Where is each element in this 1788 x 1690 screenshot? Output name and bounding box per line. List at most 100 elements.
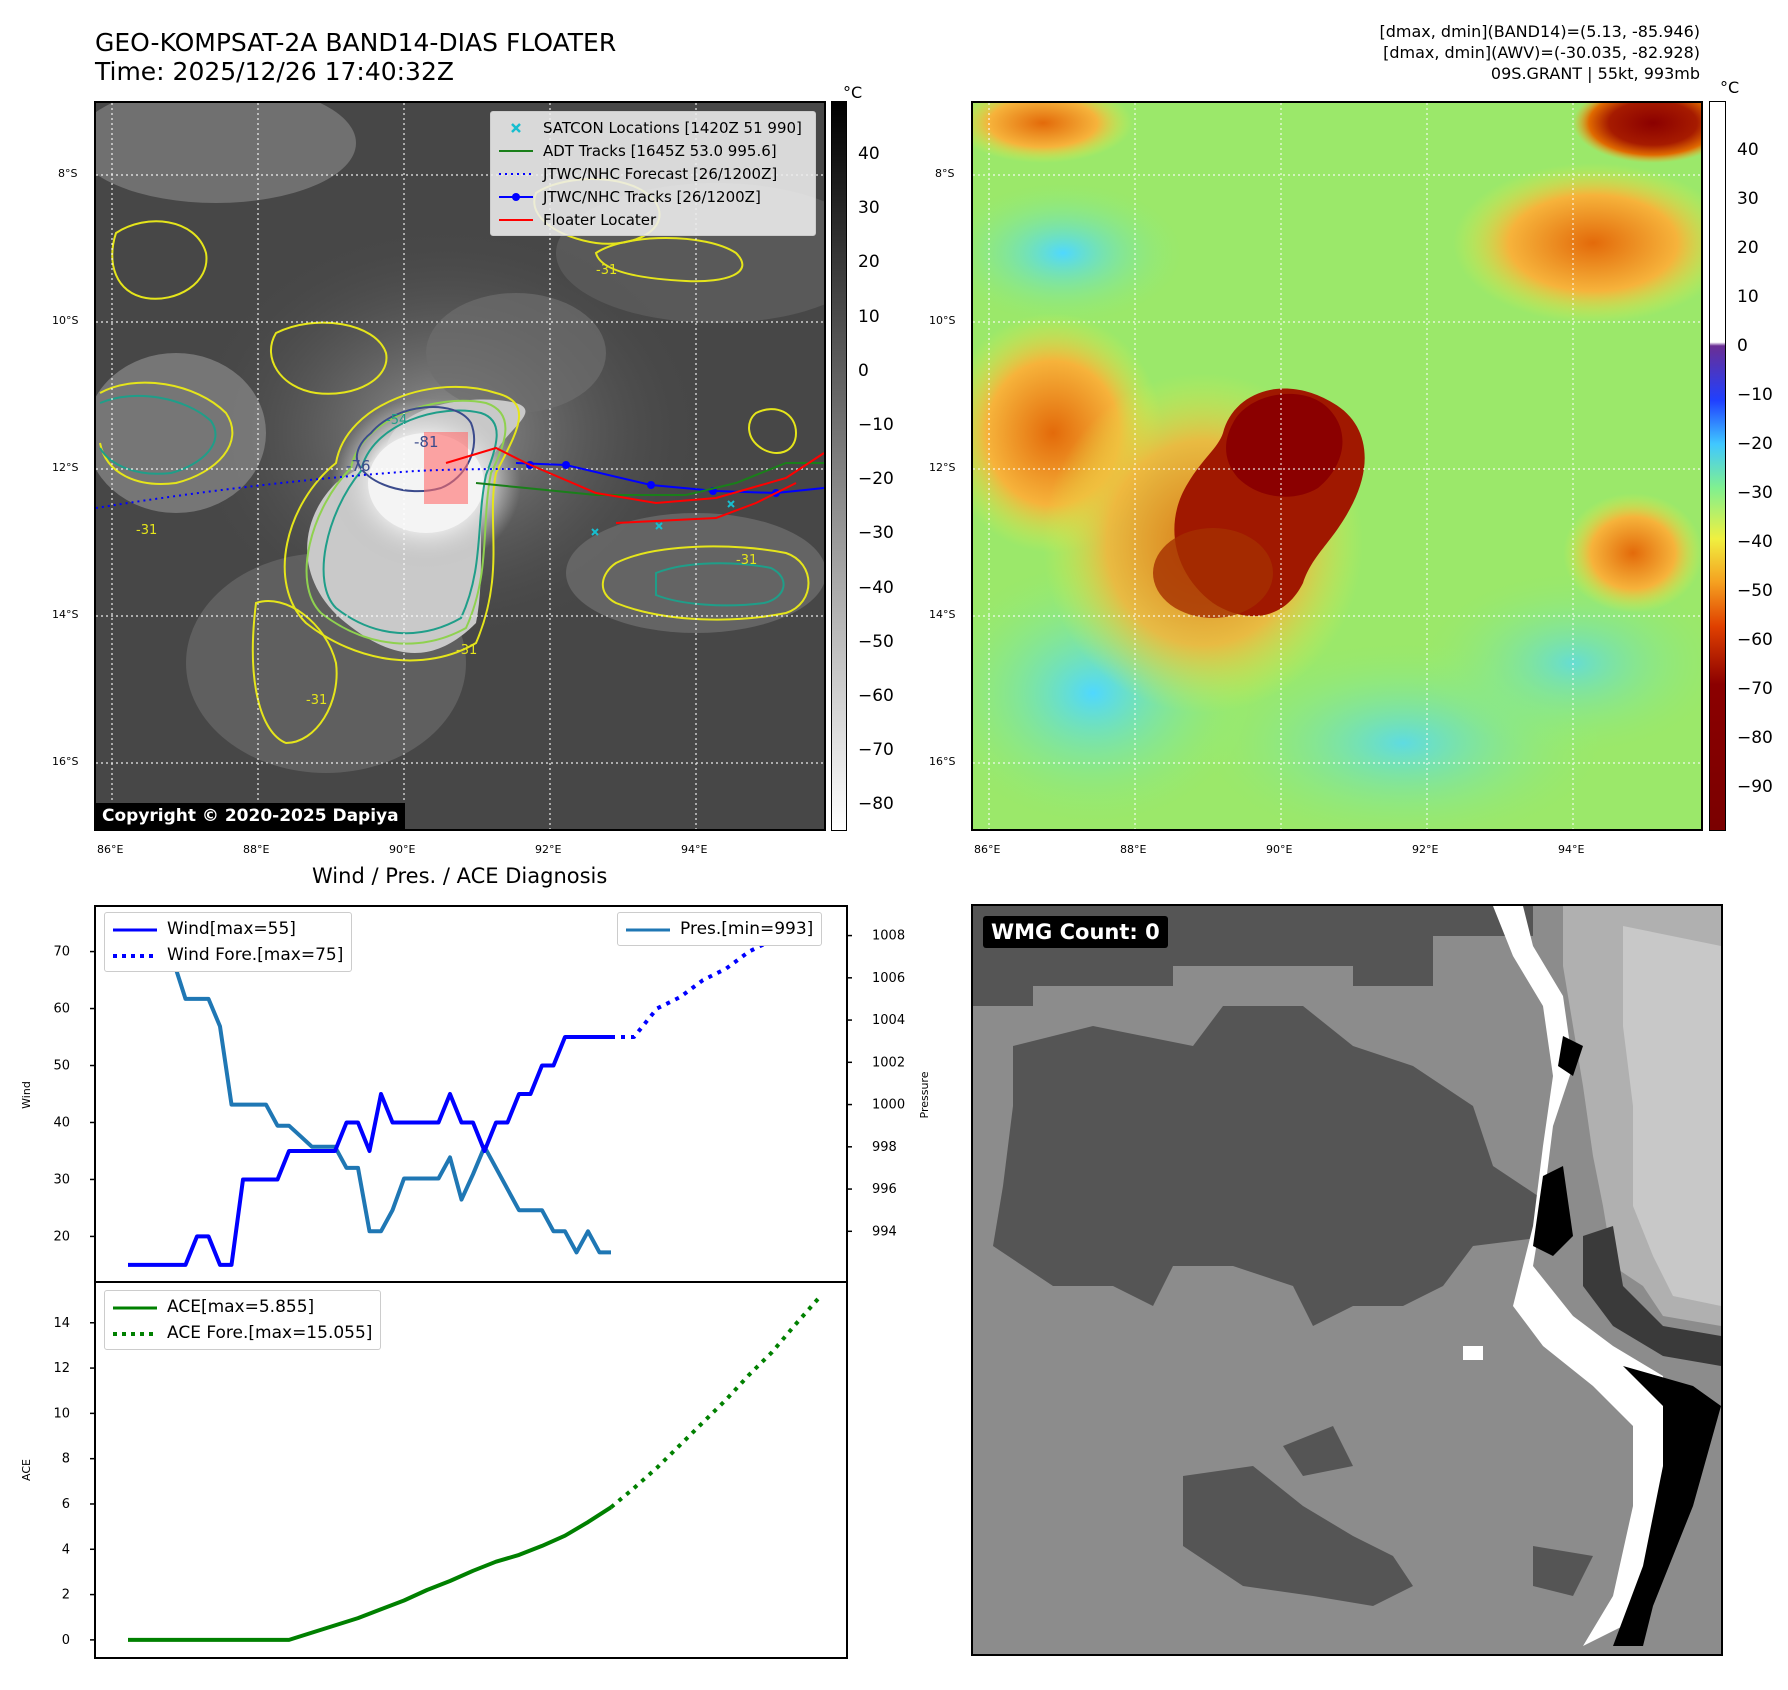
legend-entry-floater: Floater Locater — [499, 208, 807, 231]
ace-tick-label: 12 — [53, 1361, 70, 1376]
jtwc-track-line — [515, 462, 824, 495]
lon-tick: 94°E — [1558, 843, 1585, 856]
wind-axis-label: Wind — [20, 1081, 33, 1109]
lon-tick: 86°E — [97, 843, 124, 856]
legend-label: JTWC/NHC Forecast [26/1200Z] — [543, 164, 778, 183]
contour-label: -31 — [136, 523, 158, 538]
ace-tick-label: 2 — [62, 1588, 70, 1603]
ir-colorbar-tick: 10 — [858, 306, 880, 327]
ir-colorbar-tick: −80 — [858, 794, 894, 815]
ace-tick-label: 10 — [53, 1406, 70, 1421]
ace-tick-label: 0 — [62, 1633, 70, 1648]
jtwc-forecast-line — [96, 468, 517, 509]
ace-tick-label: 8 — [62, 1452, 70, 1467]
legend-entry-pres: Pres.[min=993] — [626, 916, 813, 942]
ir-colorbar-tick: −60 — [858, 686, 894, 706]
lon-tick: 90°E — [389, 843, 416, 856]
lon-tick: 86°E — [974, 843, 1001, 856]
ace-legend: ACE[max=5.855] ACE Fore.[max=15.055] — [104, 1290, 382, 1350]
legend-label: Floater Locater — [543, 210, 657, 229]
awv-image — [973, 103, 1701, 829]
contour-label: -31 — [596, 263, 618, 278]
dotted-line-icon — [499, 167, 533, 181]
pressure-tick-label: 1008 — [872, 929, 905, 944]
awv-colorbar-tick: −20 — [1737, 434, 1773, 454]
legend-label: Pres.[min=993] — [680, 919, 814, 939]
wmg-panel: WMG Count: 0 — [971, 904, 1723, 1656]
ir-colorbar-tick: 40 — [858, 144, 880, 164]
awv-colorbar-tick: −50 — [1737, 581, 1773, 601]
legend-label: ADT Tracks [1645Z 53.0 995.6] — [543, 141, 777, 160]
contour-label: -31 — [456, 643, 478, 658]
ir-colorbar-tick: −20 — [858, 469, 894, 490]
contour-label: -81 — [414, 433, 439, 451]
ace-tick-label: 14 — [53, 1316, 70, 1331]
wind-tick-label: 20 — [53, 1229, 70, 1244]
dotted-line-icon — [113, 1326, 157, 1340]
info-storm: 09S.GRANT | 55kt, 993mb — [1490, 64, 1700, 83]
awv-colorbar-tick: 0 — [1737, 336, 1748, 356]
legend-label: SATCON Locations [1420Z 51 990] — [543, 118, 802, 137]
lon-tick: 94°E — [681, 843, 708, 856]
pressure-tick-label: 998 — [872, 1140, 897, 1155]
awv-colorbar-tick: 10 — [1737, 287, 1759, 307]
lon-tick: 92°E — [535, 843, 562, 856]
legend-entry-satcon: SATCON Locations [1420Z 51 990] — [499, 116, 807, 139]
lat-tick: 8°S — [58, 167, 78, 180]
legend-entry-wind-fore: Wind Fore.[max=75] — [113, 942, 343, 968]
legend-entry-wind: Wind[max=55] — [113, 916, 343, 942]
awv-colorbar-tick: −30 — [1737, 483, 1773, 503]
time-stamp: Time: 2025/12/26 17:40:32Z — [95, 57, 454, 86]
legend-entry-ace-fore: ACE Fore.[max=15.055] — [113, 1320, 372, 1346]
legend-label: Wind Fore.[max=75] — [167, 945, 344, 965]
pressure-axis-label: Pressure — [918, 1071, 931, 1118]
lat-tick: 16°S — [929, 755, 956, 768]
wind-line — [128, 1035, 611, 1267]
lat-tick: 14°S — [929, 608, 956, 621]
pressure-tick-label: 1002 — [872, 1055, 905, 1070]
awv-colorbar-tick: −40 — [1737, 532, 1773, 552]
line-swatch-icon — [113, 922, 157, 936]
wind-tick-label: 70 — [53, 945, 70, 960]
contour-label: -76 — [346, 457, 371, 475]
ir-colorbar — [831, 101, 847, 831]
info-band14-range: [dmax, dmin](BAND14)=(5.13, -85.946) — [1379, 22, 1701, 41]
wmg-count-badge: WMG Count: 0 — [983, 916, 1168, 948]
line-swatch-icon — [113, 1300, 157, 1314]
ace-line — [128, 1505, 613, 1642]
page-title: GEO-KOMPSAT-2A BAND14-DIAS FLOATER — [95, 28, 617, 57]
pressure-tick-label: 994 — [872, 1224, 897, 1239]
awv-colorbar-tick: −80 — [1737, 728, 1773, 748]
legend-entry-ace: ACE[max=5.855] — [113, 1294, 372, 1320]
info-awv-range: [dmax, dmin](AWV)=(-30.035, -82.928) — [1383, 43, 1700, 62]
ace-axes — [94, 1281, 848, 1659]
legend-entry-jtwc-forecast: JTWC/NHC Forecast [26/1200Z] — [499, 162, 807, 185]
pressure-legend: Pres.[min=993] — [617, 912, 823, 946]
pressure-line — [128, 912, 611, 1255]
line-swatch-icon — [499, 144, 533, 158]
lat-tick: 10°S — [52, 314, 79, 327]
legend-label: Wind[max=55] — [167, 919, 296, 939]
floater-box — [424, 432, 468, 504]
wind-tick-label: 50 — [53, 1059, 70, 1074]
awv-colorbar-unit: °C — [1720, 78, 1740, 97]
pressure-tick-label: 996 — [872, 1182, 897, 1197]
lat-tick: 10°S — [929, 314, 956, 327]
legend-entry-adt: ADT Tracks [1645Z 53.0 995.6] — [499, 139, 807, 162]
awv-colorbar-tick: 30 — [1737, 189, 1759, 209]
x-marker-icon — [499, 121, 533, 135]
wind-tick-label: 30 — [53, 1172, 70, 1187]
lat-tick: 16°S — [52, 755, 79, 768]
lat-tick: 12°S — [52, 461, 79, 474]
diagnosis-title: Wind / Pres. / ACE Diagnosis — [312, 864, 608, 888]
dotted-line-icon — [113, 948, 157, 962]
ir-colorbar-tick: −40 — [858, 577, 894, 598]
wind-forecast-line — [611, 921, 819, 1039]
wind-legend: Wind[max=55] Wind Fore.[max=75] — [104, 912, 353, 972]
contour-label: -54 — [386, 413, 408, 428]
lon-tick: 90°E — [1266, 843, 1293, 856]
legend-label: JTWC/NHC Tracks [26/1200Z] — [543, 187, 761, 206]
ace-forecast-line — [609, 1297, 820, 1509]
copyright-badge: Copyright © 2020-2025 Dapiya — [96, 803, 405, 829]
